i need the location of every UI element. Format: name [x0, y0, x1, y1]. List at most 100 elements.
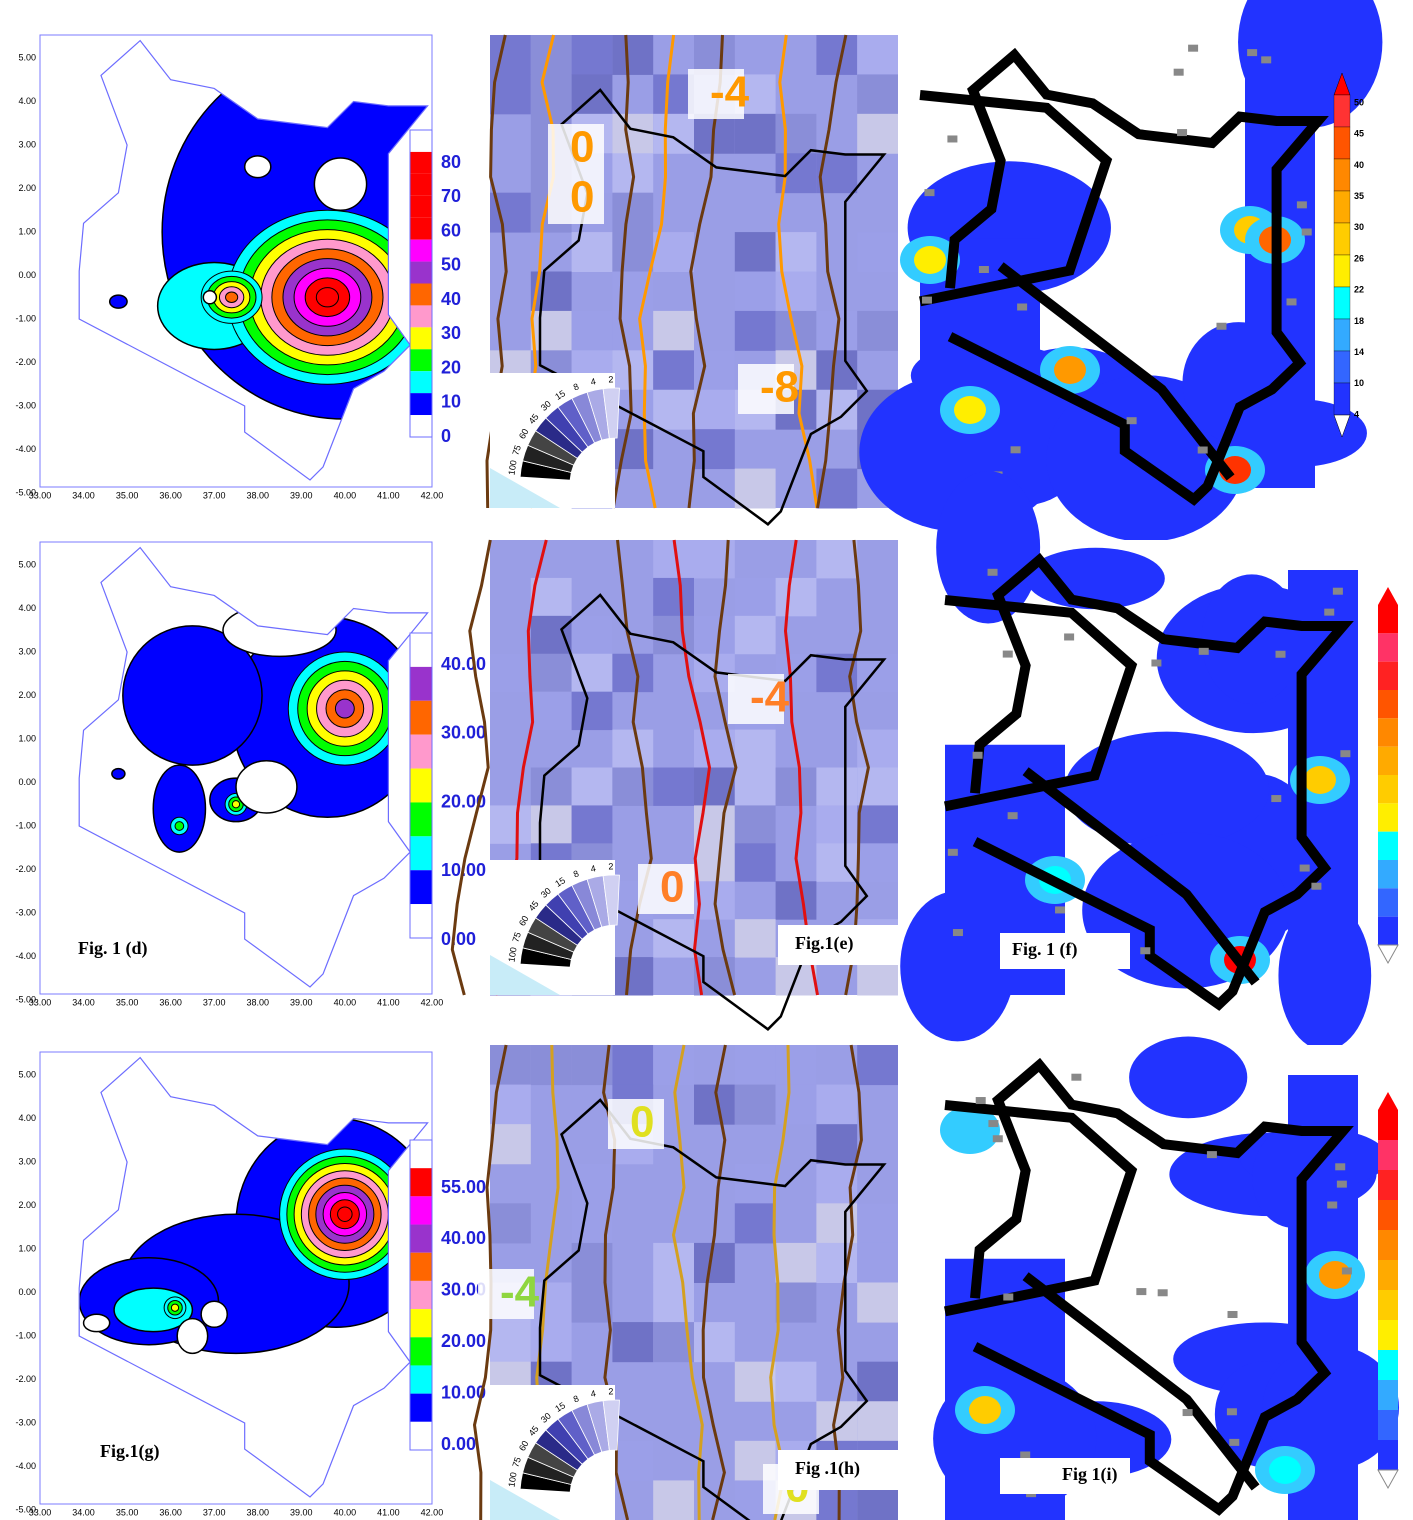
cloud-patch	[612, 957, 653, 995]
y-tick-label: 0.00	[18, 270, 36, 280]
grid-dash	[1055, 906, 1065, 913]
x-tick-label: 37.00	[203, 997, 226, 1007]
x-tick-label: 33.00	[29, 997, 52, 1007]
grid-dash	[1335, 1163, 1345, 1170]
contour-ring	[171, 1304, 178, 1311]
colorbar-cell	[1334, 95, 1350, 127]
colorbar-label: 50	[1354, 97, 1364, 107]
contour-hole	[201, 1301, 227, 1327]
x-tick-label: 37.00	[203, 490, 226, 500]
colorbar-cell	[1378, 1410, 1398, 1440]
colorbar-tip	[1378, 1470, 1398, 1488]
cloud-patch	[857, 843, 898, 881]
colorbar-cell	[1378, 1230, 1398, 1260]
colorbar-label: 20	[441, 357, 461, 377]
contour-ring	[316, 288, 338, 307]
colorbar-cell	[410, 196, 432, 218]
colorbar-cell	[410, 327, 432, 349]
colorbar-cell	[1378, 1440, 1398, 1470]
y-tick-label: 4.00	[18, 603, 36, 613]
x-tick-label: 36.00	[159, 490, 182, 500]
contour-label: -8	[760, 363, 799, 412]
contour-hole	[223, 604, 336, 656]
grid-dash	[922, 297, 932, 304]
cloud-patch	[857, 232, 898, 272]
cloud-patch	[612, 1322, 653, 1362]
colorbar-cell	[410, 633, 432, 667]
cloud-patch	[776, 1283, 817, 1323]
colorbar-label: 45	[1354, 129, 1364, 139]
contour-label: 0	[660, 863, 684, 912]
rain-peak	[954, 396, 986, 424]
cloud-patch	[857, 114, 898, 154]
colorbar-label: 18	[1354, 316, 1364, 326]
colorbar-cell	[1378, 1320, 1398, 1350]
colorbar-cell	[410, 174, 432, 196]
colorbar-label: 30	[1354, 222, 1364, 232]
cloud-patch	[816, 35, 857, 75]
contour-hole	[236, 761, 297, 813]
colorbar-label: 70	[441, 186, 461, 206]
cloud-patch	[653, 616, 694, 654]
grid-dash	[1297, 201, 1307, 208]
grid-dash	[1064, 633, 1074, 640]
grid-dash	[1261, 56, 1271, 63]
x-tick-label: 41.00	[377, 997, 400, 1007]
y-tick-label: -2.00	[15, 864, 36, 874]
y-tick-label: 0.00	[18, 1287, 36, 1297]
grid-dash	[1198, 447, 1208, 454]
x-tick-label: 34.00	[72, 490, 95, 500]
cloud-patch	[572, 805, 613, 843]
cloud-patch	[857, 1401, 898, 1441]
colorbar-tip	[1378, 587, 1398, 605]
colorbar-cell	[1378, 1200, 1398, 1230]
grid-dash	[1008, 812, 1018, 819]
cloud-patch	[572, 768, 613, 806]
contour-hole	[314, 158, 366, 210]
y-tick-label: 3.00	[18, 646, 36, 656]
colorbar-cell	[410, 393, 432, 415]
colorbar-cell	[1334, 383, 1350, 415]
y-tick-label: -3.00	[15, 1417, 36, 1427]
cloud-patch	[490, 1045, 531, 1085]
cloud-patch	[531, 768, 572, 806]
cloud-patch	[612, 768, 653, 806]
x-tick-label: 37.00	[203, 1507, 226, 1517]
grid-dash	[1271, 795, 1281, 802]
cloud-patch	[776, 153, 817, 193]
x-tick-label: 39.00	[290, 1507, 313, 1517]
cloud-patch	[653, 1283, 694, 1323]
colorbar-label: 10	[441, 392, 461, 412]
cloud-patch	[531, 692, 572, 730]
grid-dash	[1151, 659, 1161, 666]
contour-ring	[338, 1207, 353, 1222]
colorbar-cell	[410, 262, 432, 284]
grid-dash	[1276, 651, 1286, 658]
colorbar-label: 0	[441, 426, 451, 446]
colorbar-cell	[410, 305, 432, 327]
contour-label: -4	[710, 68, 750, 117]
colorbar-cell	[1378, 1290, 1398, 1320]
x-tick-label: 38.00	[246, 1507, 269, 1517]
contour-hole	[203, 291, 216, 304]
cloud-patch	[612, 114, 653, 154]
rain-peak	[954, 1116, 986, 1144]
cloud-patch	[531, 1322, 572, 1362]
cloud-patch	[816, 540, 857, 578]
colorbar-cell	[1378, 662, 1398, 690]
y-tick-label: 4.00	[18, 96, 36, 106]
y-tick-label: 1.00	[18, 226, 36, 236]
cloud-patch	[612, 730, 653, 768]
cloud-patch	[490, 654, 531, 692]
legend-label: 2	[608, 374, 613, 384]
colorbar-cell	[410, 701, 432, 735]
grid-dash	[1183, 1409, 1193, 1416]
colorbar-cell	[1378, 803, 1398, 831]
cloud-patch	[653, 768, 694, 806]
rain-peak	[914, 246, 946, 274]
caption: Fig .1(h)	[795, 1458, 860, 1479]
colorbar-cell	[410, 769, 432, 803]
colorbar-label: 14	[1354, 347, 1364, 357]
grid-dash	[1333, 588, 1343, 595]
cloud-patch	[572, 232, 613, 272]
